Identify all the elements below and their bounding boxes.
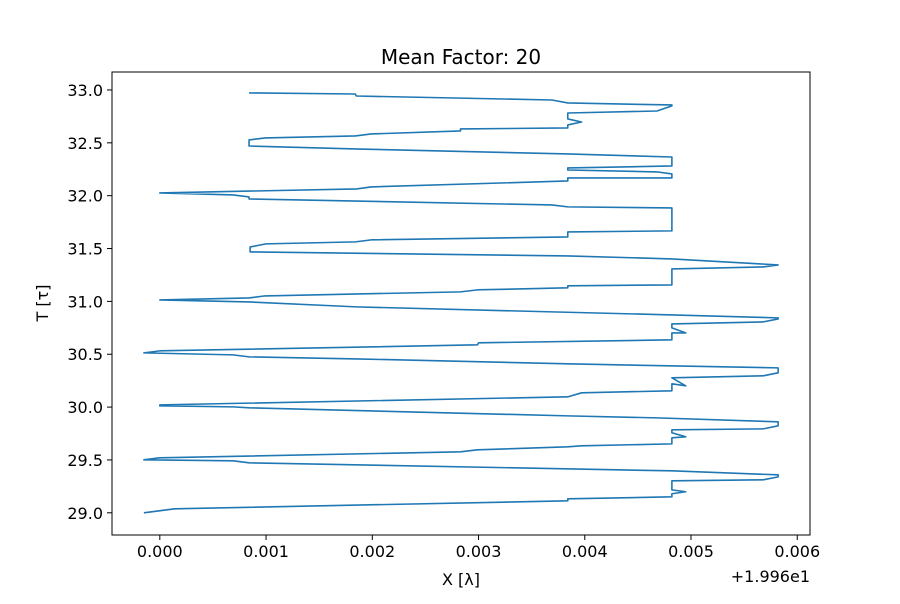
x-axis-label: X [λ] bbox=[442, 570, 480, 589]
x-tick-label: 0.000 bbox=[137, 542, 183, 561]
x-tick-label: 0.003 bbox=[456, 542, 502, 561]
data-line bbox=[143, 92, 779, 514]
y-tick-label: 29.0 bbox=[67, 504, 103, 523]
y-tick-label: 32.0 bbox=[67, 187, 103, 206]
y-tick-label: 30.0 bbox=[67, 398, 103, 417]
y-tick-label: 29.5 bbox=[67, 451, 103, 470]
y-tick-label: 31.0 bbox=[67, 292, 103, 311]
y-axis-label: T [τ] bbox=[33, 285, 52, 323]
x-tick-label: 0.002 bbox=[349, 542, 395, 561]
y-tick-label: 32.5 bbox=[67, 134, 103, 153]
x-tick-label: 0.001 bbox=[243, 542, 289, 561]
x-offset-label: +1.996e1 bbox=[731, 567, 810, 586]
plot-frame bbox=[111, 71, 811, 536]
y-tick-label: 31.5 bbox=[67, 240, 103, 259]
x-tick-label: 0.004 bbox=[562, 542, 608, 561]
chart-title: Mean Factor: 20 bbox=[381, 45, 541, 69]
x-tick-label: 0.005 bbox=[668, 542, 714, 561]
x-tick-label: 0.006 bbox=[774, 542, 820, 561]
y-tick-label: 30.5 bbox=[67, 345, 103, 364]
y-tick-label: 33.0 bbox=[67, 81, 103, 100]
